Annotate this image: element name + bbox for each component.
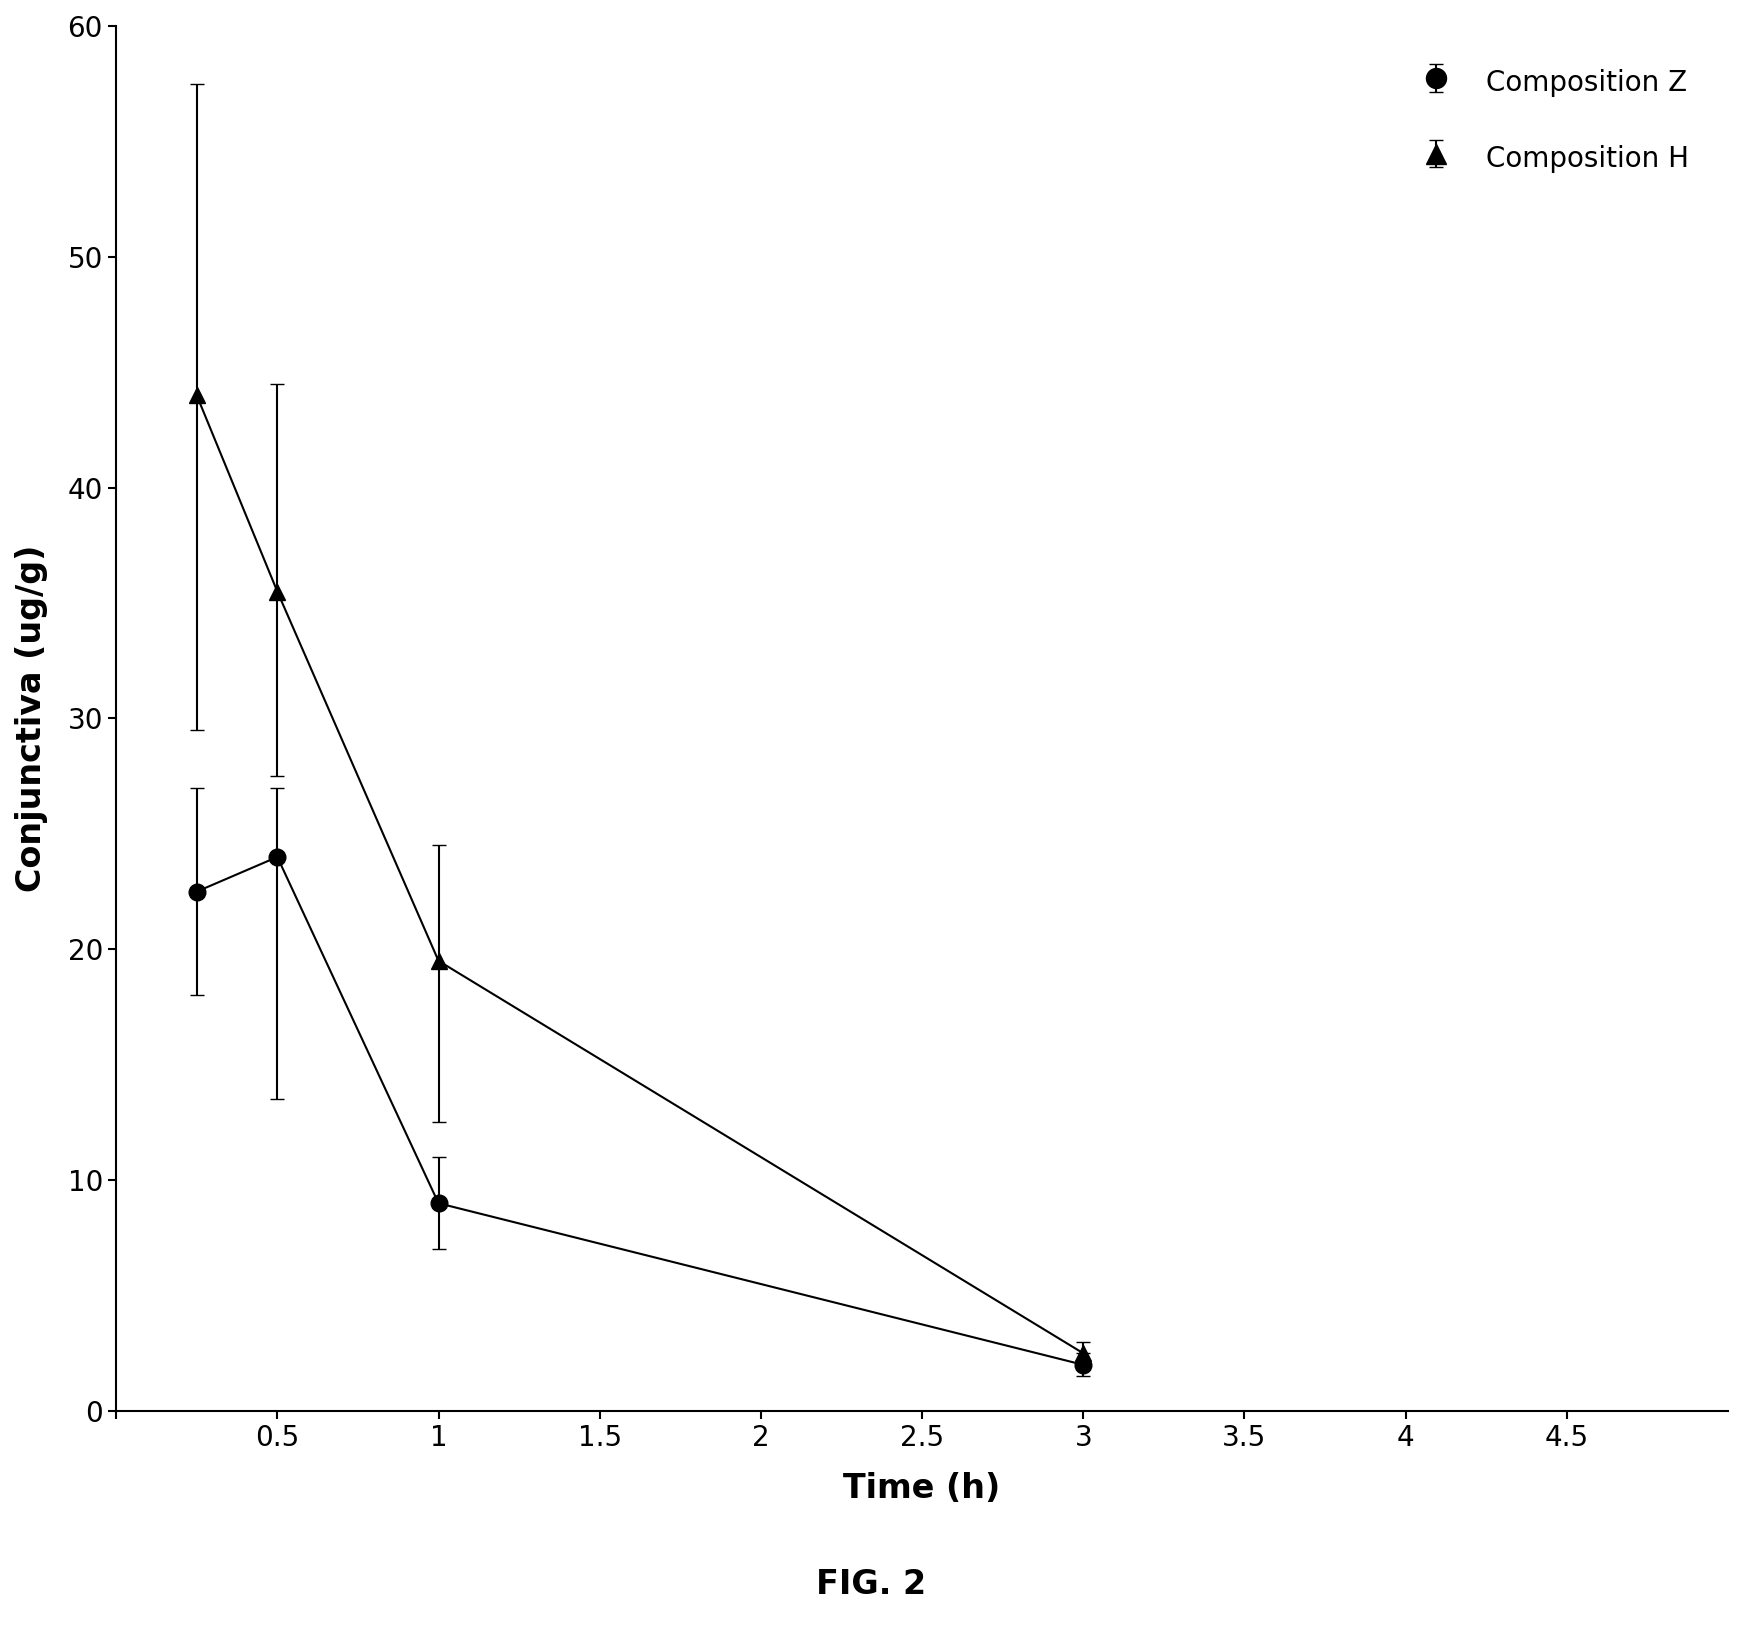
Y-axis label: Conjunctiva (ug/g): Conjunctiva (ug/g) bbox=[16, 544, 49, 892]
X-axis label: Time (h): Time (h) bbox=[844, 1472, 1000, 1505]
Legend: Composition Z, Composition H: Composition Z, Composition H bbox=[1398, 54, 1699, 185]
Text: FIG. 2: FIG. 2 bbox=[816, 1569, 927, 1601]
